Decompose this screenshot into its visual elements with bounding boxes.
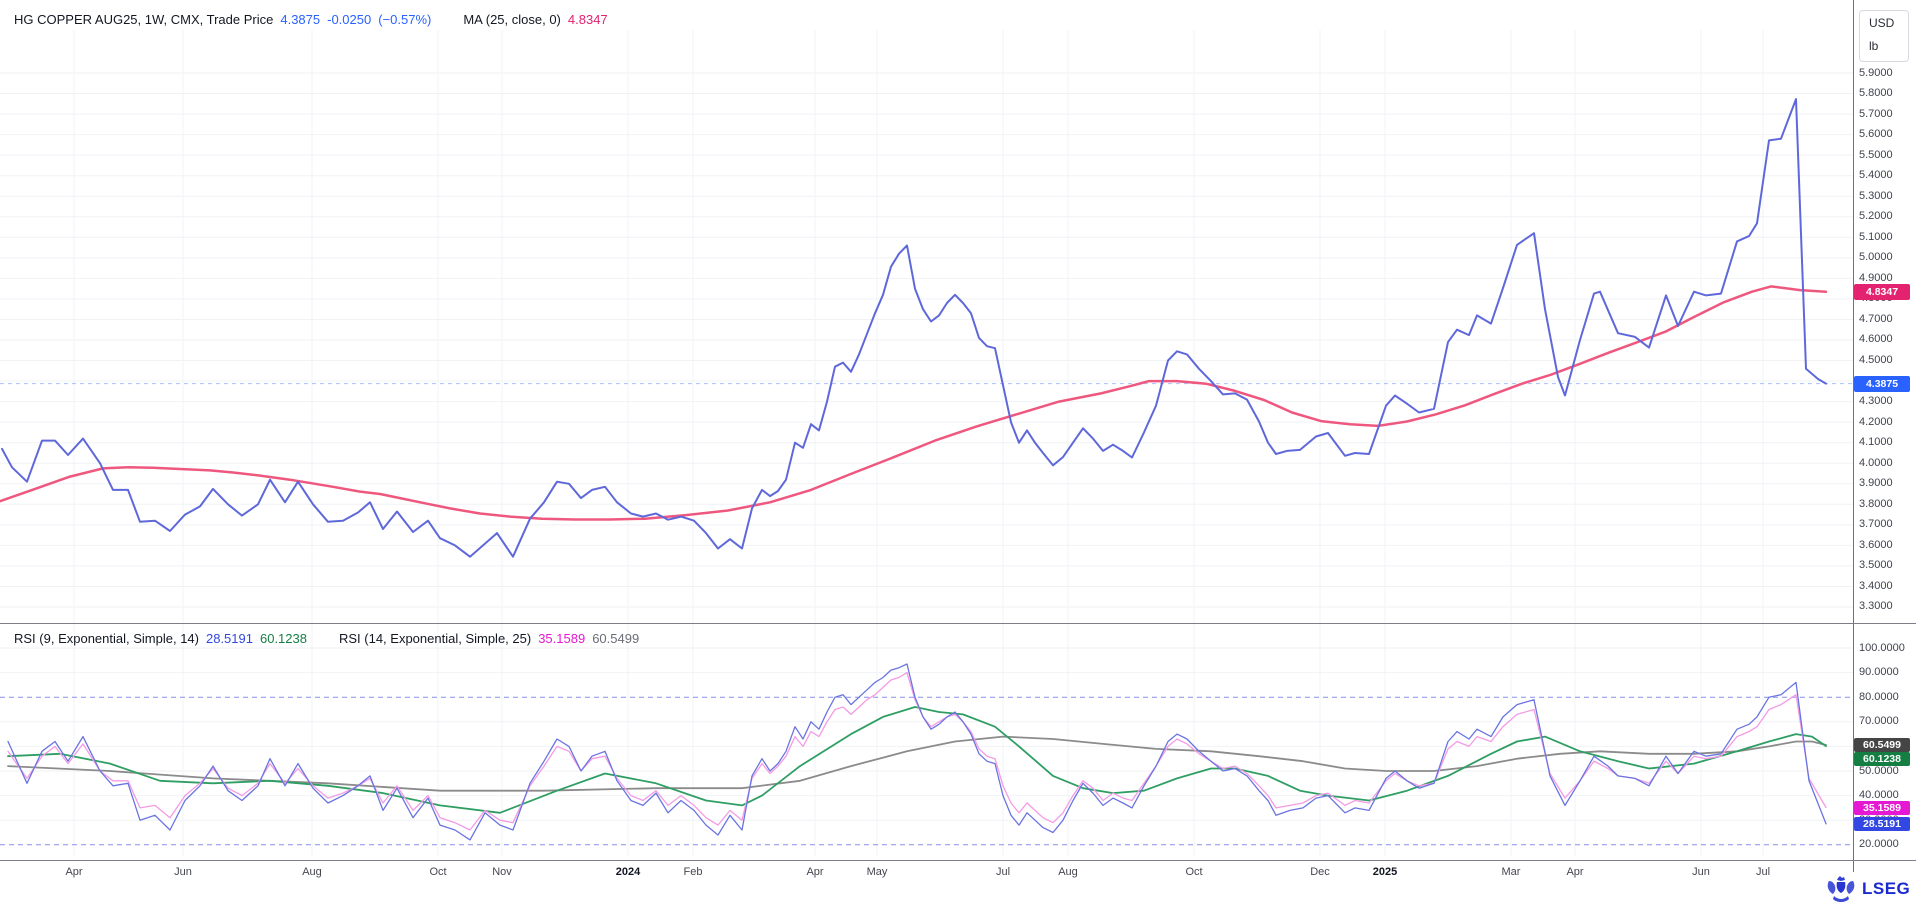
price-tick-label: 5.9000: [1859, 66, 1893, 79]
price-change-percent: (−0.57%): [378, 12, 432, 27]
rsi-tick-label: 40.0000: [1859, 789, 1899, 802]
unit-measure-label: lb: [1869, 39, 1879, 53]
rsi9-indicator-label[interactable]: RSI (9, Exponential, Simple, 14): [14, 631, 199, 646]
time-tick-label: 2024: [615, 866, 641, 878]
time-tick-label: 2025: [1372, 866, 1398, 878]
price-tick-label: 3.8000: [1859, 497, 1893, 510]
price-tick-label: 5.6000: [1859, 128, 1893, 141]
rsi-tick-label: 100.0000: [1859, 641, 1905, 654]
time-tick-label: Apr: [1566, 866, 1584, 878]
ma-line-series[interactable]: [0, 285, 1828, 521]
price-tick-label: 5.7000: [1859, 107, 1893, 120]
price-tick-label: 4.9000: [1859, 271, 1893, 284]
price-tick-label: 5.1000: [1859, 230, 1893, 243]
rsi-tick-label: 50.0000: [1859, 764, 1899, 777]
time-tick-label: Dec: [1310, 866, 1330, 878]
price-scale-border: [1853, 0, 1854, 872]
price-tick-label: 5.8000: [1859, 87, 1893, 100]
rsi9-value: 28.5191: [205, 631, 253, 646]
chart-plot-area[interactable]: [0, 0, 1853, 872]
rsi9-line-series[interactable]: [7, 663, 1827, 841]
rsi-tick-label: 80.0000: [1859, 690, 1899, 703]
symbol-title[interactable]: HG COPPER AUG25, 1W, CMX, Trade Price: [14, 12, 274, 27]
rsi14-average-value: 60.5499: [592, 631, 640, 646]
rsi14-badge: 35.1589: [1854, 800, 1910, 815]
time-tick-label: Jul: [1755, 866, 1771, 878]
last-price-value: 4.3875: [280, 12, 321, 27]
price-change-value: -0.0250: [327, 12, 372, 27]
trade-price-line-series[interactable]: [1, 98, 1827, 558]
price-tick-label: 4.2000: [1859, 415, 1893, 428]
time-tick-label: Aug: [1058, 866, 1078, 878]
price-tick-label: 4.1000: [1859, 436, 1893, 449]
time-tick-label: Oct: [429, 866, 447, 878]
time-axis-border: [0, 860, 1916, 861]
lseg-crest-icon: [1827, 876, 1855, 902]
unit-currency-label: USD: [1869, 16, 1895, 30]
time-tick-label: Jun: [174, 866, 192, 878]
price-tick-label: 4.7000: [1859, 312, 1893, 325]
price-tick-label: 4.6000: [1859, 333, 1893, 346]
price-tick-label: 4.5000: [1859, 354, 1893, 367]
rsi14-line-series[interactable]: [7, 671, 1827, 831]
lseg-logo: LSEG: [1826, 876, 1910, 902]
price-tick-label: 3.7000: [1859, 518, 1893, 531]
rsi14-average-badge: 60.5499: [1854, 738, 1910, 752]
ma-indicator-label[interactable]: MA (25, close, 0): [463, 12, 561, 27]
rsi-tick-label: 90.0000: [1859, 666, 1899, 679]
price-tick-label: 5.4000: [1859, 169, 1893, 182]
time-tick-label: Oct: [1185, 866, 1203, 878]
price-tick-label: 3.9000: [1859, 477, 1893, 490]
pane-divider[interactable]: [0, 623, 1916, 624]
rsi14-value: 35.1589: [538, 631, 586, 646]
time-tick-label: Jul: [995, 866, 1011, 878]
time-tick-label: Nov: [492, 866, 512, 878]
rsi-tick-label: 20.0000: [1859, 838, 1899, 851]
rsi14-average-line-series[interactable]: [7, 735, 1827, 792]
price-tick-label: 3.6000: [1859, 538, 1893, 551]
unit-box: USD lb: [1859, 10, 1909, 62]
rsi-tick-label: 70.0000: [1859, 715, 1899, 728]
rsi-legend: RSI (9, Exponential, Simple, 14) 28.5191…: [14, 631, 639, 646]
price-tick-label: 3.5000: [1859, 559, 1893, 572]
ma-price-badge: 4.8347: [1854, 283, 1910, 300]
rsi9-average-line-series[interactable]: [7, 706, 1827, 814]
lseg-wordmark: LSEG: [1862, 879, 1911, 898]
time-tick-label: Mar: [1501, 866, 1521, 878]
ma-indicator-value: 4.8347: [567, 12, 608, 27]
rsi14-indicator-label[interactable]: RSI (14, Exponential, Simple, 25): [338, 631, 532, 646]
price-legend: HG COPPER AUG25, 1W, CMX, Trade Price 4.…: [14, 12, 608, 27]
time-tick-label: Apr: [65, 866, 83, 878]
price-tick-label: 4.0000: [1859, 456, 1893, 469]
rsi9-average-badge: 60.1238: [1854, 752, 1910, 766]
rsi9-average-value: 60.1238: [259, 631, 307, 646]
price-tick-label: 5.0000: [1859, 251, 1893, 264]
time-tick-label: Apr: [806, 866, 824, 878]
price-tick-label: 5.3000: [1859, 189, 1893, 202]
price-tick-label: 5.2000: [1859, 210, 1893, 223]
price-tick-label: 5.5000: [1859, 148, 1893, 161]
rsi9-badge: 28.5191: [1854, 816, 1910, 831]
price-tick-label: 4.3000: [1859, 395, 1893, 408]
time-tick-label: Feb: [683, 866, 703, 878]
time-tick-label: Jun: [1692, 866, 1710, 878]
time-tick-label: May: [866, 866, 888, 878]
time-tick-label: Aug: [302, 866, 322, 878]
last-price-badge: 4.3875: [1854, 375, 1910, 392]
price-tick-label: 3.4000: [1859, 579, 1893, 592]
price-tick-label: 3.3000: [1859, 600, 1893, 613]
